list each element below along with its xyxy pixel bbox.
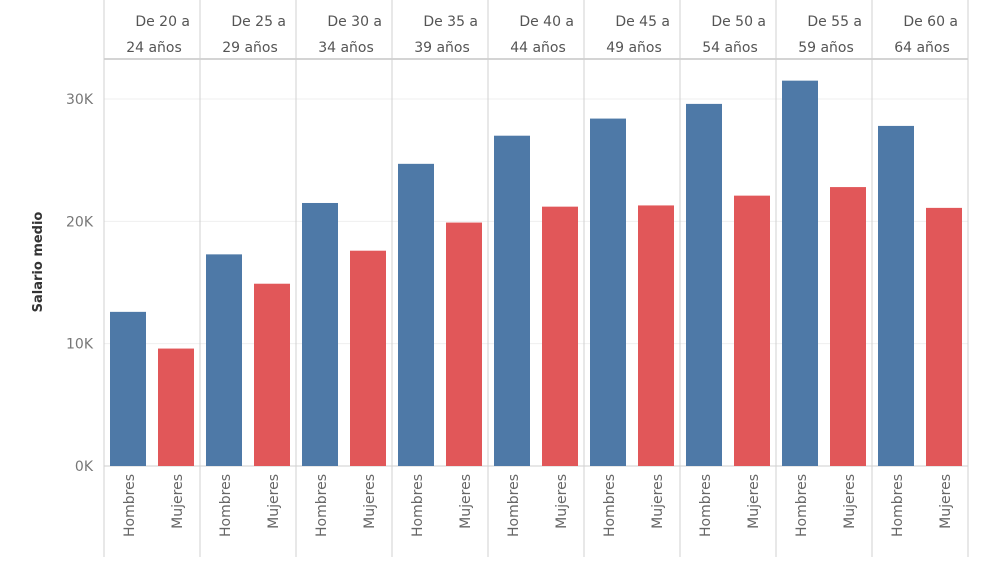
x-label: Hombres [698,474,714,537]
x-labels: Hombres Mujeres Hombres Mujeres Hombres Mujer… [122,474,954,537]
bar-mujeres [638,205,674,466]
column-header-line2: 24 años [126,40,182,56]
x-label: Mujeres [842,474,858,529]
bar-hombres [398,163,434,466]
x-label: Mujeres [362,474,378,529]
column-header-line1: De 20 a [135,14,190,30]
y-axis-title: Salario medio [31,212,46,313]
bar-hombres [878,125,914,466]
column-header-line1: De 40 a [519,14,574,30]
x-label: Hombres [314,474,330,537]
column-header-line2: 59 años [798,40,854,56]
bar-hombres [110,311,146,466]
column-header-line2: 49 años [606,40,662,56]
y-tick-label: 10K [66,337,94,353]
x-label: Mujeres [650,474,666,529]
column-header-line2: 54 años [702,40,758,56]
bars [110,80,962,467]
y-tick-label: 20K [66,214,94,230]
column-header-line2: 39 años [414,40,470,56]
bar-mujeres [734,195,770,467]
x-label: Hombres [794,474,810,537]
column-header-line1: De 35 a [423,14,478,30]
x-label: Mujeres [938,474,954,529]
column-header-line1: De 30 a [327,14,382,30]
panel-dividers [103,0,969,557]
x-label: Mujeres [746,474,762,529]
x-label: Mujeres [458,474,474,529]
bar-hombres [590,118,626,466]
x-label: Hombres [122,474,138,537]
y-tick-label: 0K [75,459,94,475]
gridlines [104,98,968,345]
x-label: Mujeres [170,474,186,529]
bar-mujeres [542,206,578,467]
bar-hombres [782,80,818,467]
column-header-line1: De 25 a [231,14,286,30]
x-label: Mujeres [266,474,282,529]
y-tick-label: 30K [66,92,94,108]
x-label: Hombres [410,474,426,537]
bar-hombres [302,202,338,466]
bar-hombres [206,254,242,466]
x-label: Hombres [506,474,522,537]
bar-mujeres [830,187,866,466]
bar-hombres [686,103,722,466]
column-header-line2: 34 años [318,40,374,56]
bar-mujeres [350,250,386,466]
bar-mujeres [926,207,962,467]
bar-hombres [494,135,530,466]
column-header-line2: 64 años [894,40,950,56]
column-headers: De 20 a 24 años De 25 a 29 años De 30 a 34 añ… [126,14,958,56]
column-header-line1: De 60 a [903,14,958,30]
x-label: Mujeres [554,474,570,529]
x-label: Hombres [602,474,618,537]
x-label: Hombres [890,474,906,537]
column-header-line1: De 55 a [807,14,862,30]
bar-mujeres [158,348,194,466]
column-header-line1: De 50 a [711,14,766,30]
column-header-line2: 44 años [510,40,566,56]
bar-mujeres [446,222,482,466]
bar-mujeres [254,283,290,466]
column-header-line1: De 45 a [615,14,670,30]
column-header-line2: 29 años [222,40,278,56]
y-axis: 0K 10K 20K 30K [66,92,94,475]
x-label: Hombres [218,474,234,537]
